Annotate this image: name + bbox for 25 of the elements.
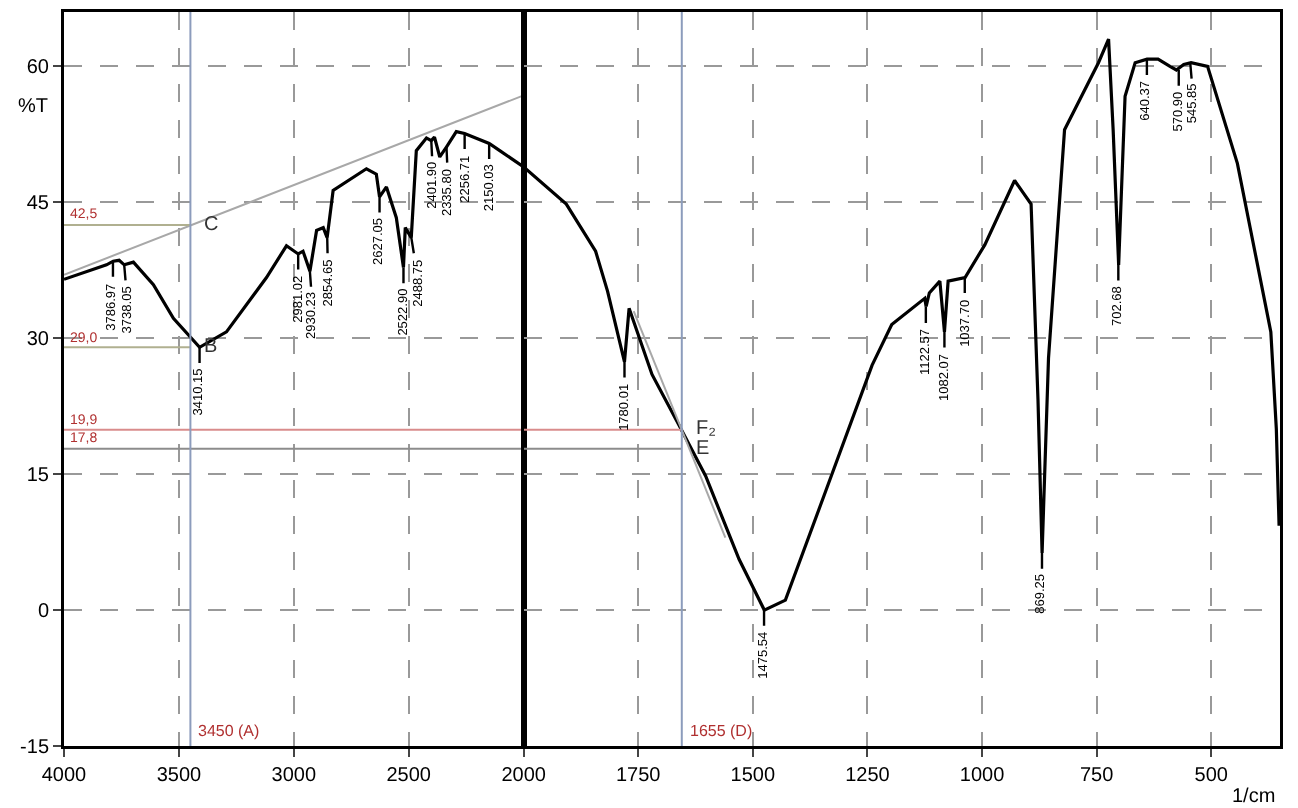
y-tick-label: 60 (26, 57, 50, 80)
x-tick-label: 1750 (616, 765, 662, 787)
annotation: F₂ (696, 418, 717, 440)
y-axis-title: %T (18, 96, 48, 118)
x-tick-label: 2000 (501, 765, 547, 787)
x-tick-label: 1000 (959, 765, 1006, 787)
x-tick-label: 1250 (845, 765, 891, 787)
annotation: E (696, 438, 710, 460)
annotation: C (204, 214, 219, 236)
x-tick-label: 4000 (41, 765, 88, 787)
ref-line-label: 1655 (D) (690, 722, 753, 740)
x-tick-label: 500 (1194, 765, 1229, 787)
x-tick-label: 3000 (271, 765, 317, 787)
y-tick-label: 0 (37, 601, 50, 624)
y-tick-label: -15 (20, 737, 50, 759)
x-tick-label: 3500 (156, 765, 203, 787)
x-tick-label: 1500 (730, 765, 776, 787)
x-axis-title: 1/cm (1232, 786, 1276, 808)
annotation: B (204, 336, 218, 358)
ref-line-label: 3450 (A) (198, 722, 261, 740)
x-tick-label: 750 (1079, 765, 1115, 787)
y-tick-label: 15 (26, 465, 50, 488)
x-tick-label: 2500 (386, 765, 432, 787)
y-tick-label: 30 (26, 329, 50, 352)
y-tick-label: 45 (26, 193, 50, 216)
